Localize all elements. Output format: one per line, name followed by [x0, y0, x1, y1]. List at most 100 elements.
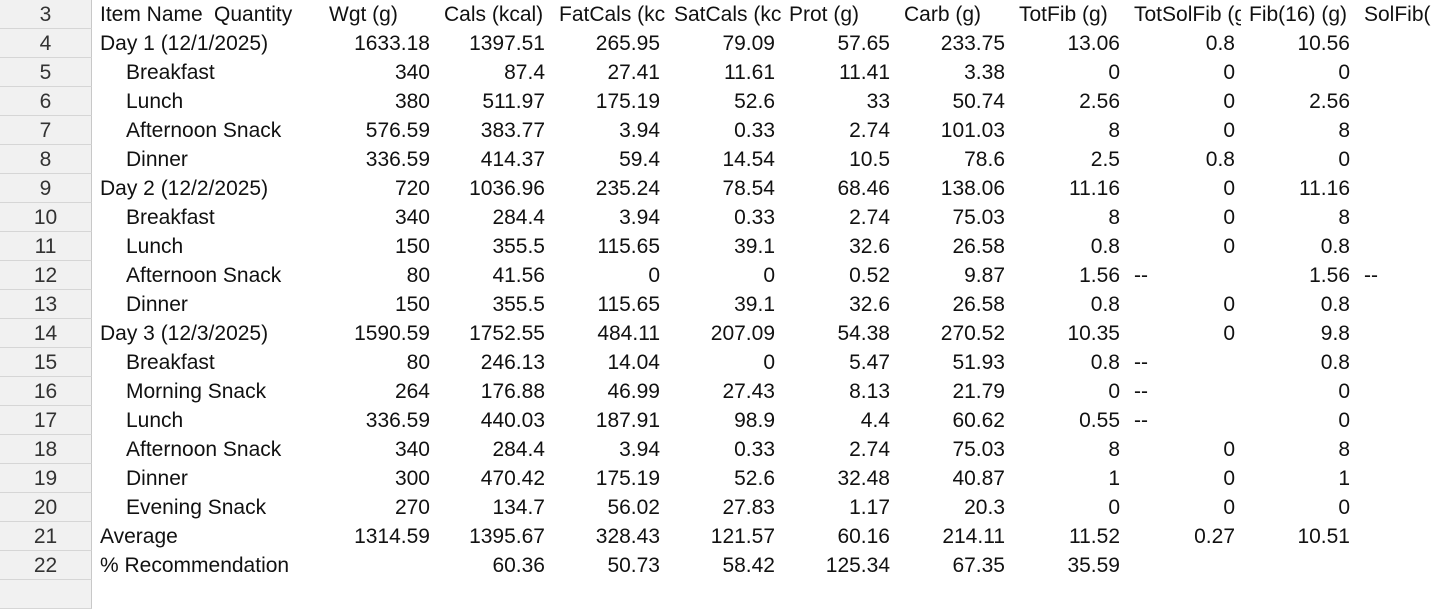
- cell-weight[interactable]: 150: [394, 293, 430, 316]
- cell-sat-calories[interactable]: 0.33: [734, 206, 775, 229]
- cell-calories[interactable]: 440.03: [480, 409, 545, 432]
- cell-sat-calories[interactable]: 0: [763, 351, 775, 374]
- cell-protein[interactable]: 32.6: [849, 293, 890, 316]
- cell-carbs[interactable]: 60.62: [952, 409, 1005, 432]
- cell-protein[interactable]: 33: [866, 90, 890, 113]
- cell-weight[interactable]: 576.59: [365, 119, 430, 142]
- cell-total-soluble-fiber[interactable]: 0: [1223, 90, 1235, 113]
- row-header[interactable]: 22: [0, 551, 92, 580]
- cell-fat-calories[interactable]: 3.94: [619, 206, 660, 229]
- cell-protein[interactable]: 125.34: [825, 554, 890, 577]
- cell-weight[interactable]: 1590.59: [354, 322, 430, 345]
- cell-total-fiber[interactable]: 0.8: [1090, 351, 1120, 374]
- cell-protein[interactable]: 2.74: [849, 119, 890, 142]
- column-header-total-soluble-fiber[interactable]: TotSolFib (g): [1134, 3, 1241, 26]
- cell-calories[interactable]: 41.56: [492, 264, 545, 287]
- cell-weight[interactable]: 270: [394, 496, 430, 519]
- cell-fat-calories[interactable]: 175.19: [595, 90, 660, 113]
- cell-calories[interactable]: 1036.96: [469, 177, 545, 200]
- cell-protein[interactable]: 2.74: [849, 206, 890, 229]
- cell-fat-calories[interactable]: 14.04: [607, 351, 660, 374]
- cell-total-soluble-fiber[interactable]: --: [1134, 409, 1148, 432]
- cell-carbs[interactable]: 3.38: [964, 61, 1005, 84]
- cell-protein[interactable]: 4.4: [860, 409, 890, 432]
- cell-protein[interactable]: 57.65: [837, 32, 890, 55]
- cell-fat-calories[interactable]: 3.94: [619, 438, 660, 461]
- column-header-soluble-fiber[interactable]: SolFib(: [1364, 3, 1431, 26]
- cell-sat-calories[interactable]: 11.61: [724, 61, 775, 84]
- cell-protein[interactable]: 54.38: [837, 322, 890, 345]
- cell-fat-calories[interactable]: 59.4: [619, 148, 660, 171]
- cell-total-fiber[interactable]: 1.56: [1079, 264, 1120, 287]
- cell-carbs[interactable]: 26.58: [952, 293, 1005, 316]
- row-header[interactable]: 16: [0, 377, 92, 406]
- cell-total-fiber[interactable]: 8: [1108, 206, 1120, 229]
- cell-total-fiber[interactable]: 2.5: [1090, 148, 1120, 171]
- cell-protein[interactable]: 2.74: [849, 438, 890, 461]
- cell-calories[interactable]: 414.37: [480, 148, 545, 171]
- row-header[interactable]: 19: [0, 464, 92, 493]
- cell-item-name[interactable]: Day 2 (12/2/2025): [100, 177, 269, 200]
- cell-total-fiber[interactable]: 0: [1108, 496, 1120, 519]
- cell-sat-calories[interactable]: 58.42: [722, 554, 775, 577]
- cell-carbs[interactable]: 21.79: [952, 380, 1005, 403]
- row-header[interactable]: 10: [0, 203, 92, 232]
- cell-total-soluble-fiber[interactable]: 0: [1223, 496, 1235, 519]
- cell-item-name[interactable]: Evening Snack: [126, 496, 267, 519]
- cell-item-name[interactable]: Dinner: [126, 148, 188, 171]
- cell-total-fiber[interactable]: 13.06: [1067, 32, 1120, 55]
- cell-carbs[interactable]: 233.75: [940, 32, 1005, 55]
- row-header[interactable]: 4: [0, 29, 92, 58]
- row-header[interactable]: 11: [0, 232, 92, 261]
- cell-carbs[interactable]: 67.35: [952, 554, 1005, 577]
- cell-protein[interactable]: 32.6: [849, 235, 890, 258]
- cell-total-fiber[interactable]: 0.8: [1090, 293, 1120, 316]
- cell-sat-calories[interactable]: 39.1: [734, 235, 775, 258]
- column-header-sat-calories[interactable]: SatCals (kcal): [674, 3, 781, 26]
- cell-fiber-16[interactable]: 9.8: [1320, 322, 1350, 345]
- cell-total-soluble-fiber[interactable]: 0.27: [1194, 525, 1235, 548]
- cell-sat-calories[interactable]: 78.54: [722, 177, 775, 200]
- column-header-quantity[interactable]: Quantity: [214, 3, 293, 26]
- row-header[interactable]: [0, 580, 92, 609]
- cell-sat-calories[interactable]: 52.6: [734, 90, 775, 113]
- cell-total-soluble-fiber[interactable]: 0: [1223, 119, 1235, 142]
- cell-fat-calories[interactable]: 50.73: [607, 554, 660, 577]
- cell-sat-calories[interactable]: 14.54: [722, 148, 775, 171]
- row-header[interactable]: 5: [0, 58, 92, 87]
- row-header[interactable]: 6: [0, 87, 92, 116]
- cell-fiber-16[interactable]: 8: [1338, 119, 1350, 142]
- cell-fat-calories[interactable]: 115.65: [597, 235, 660, 258]
- cell-total-fiber[interactable]: 11.16: [1069, 177, 1120, 200]
- cell-total-soluble-fiber[interactable]: 0: [1223, 467, 1235, 490]
- cell-total-fiber[interactable]: 0.8: [1090, 235, 1120, 258]
- cell-fiber-16[interactable]: 10.51: [1297, 525, 1350, 548]
- cell-carbs[interactable]: 20.3: [964, 496, 1005, 519]
- column-header-protein[interactable]: Prot (g): [789, 3, 860, 26]
- column-header-fiber-16[interactable]: Fib(16) (g): [1249, 3, 1348, 26]
- cell-fiber-16[interactable]: 0: [1338, 61, 1350, 84]
- cell-carbs[interactable]: 9.87: [964, 264, 1005, 287]
- cell-fiber-16[interactable]: 0.8: [1320, 235, 1350, 258]
- cell-total-soluble-fiber[interactable]: 0: [1223, 293, 1235, 316]
- cell-protein[interactable]: 1.17: [849, 496, 890, 519]
- cell-total-soluble-fiber[interactable]: 0: [1223, 235, 1235, 258]
- cell-carbs[interactable]: 40.87: [952, 467, 1005, 490]
- cell-total-soluble-fiber[interactable]: 0: [1223, 322, 1235, 345]
- cell-fat-calories[interactable]: 265.95: [595, 32, 660, 55]
- cell-weight[interactable]: 264: [394, 380, 430, 403]
- cell-carbs[interactable]: 214.11: [942, 525, 1005, 548]
- cell-carbs[interactable]: 270.52: [940, 322, 1005, 345]
- cell-item-name[interactable]: Lunch: [126, 235, 184, 258]
- cell-protein[interactable]: 11.41: [839, 61, 890, 84]
- cell-fiber-16[interactable]: 0.8: [1320, 351, 1350, 374]
- cell-fiber-16[interactable]: 10.56: [1297, 32, 1350, 55]
- cell-calories[interactable]: 511.97: [482, 90, 545, 113]
- cell-item-name[interactable]: Dinner: [126, 293, 188, 316]
- cell-total-fiber[interactable]: 1: [1108, 467, 1120, 490]
- cell-calories[interactable]: 87.4: [504, 61, 545, 84]
- cell-fiber-16[interactable]: 1.56: [1309, 264, 1350, 287]
- cell-sat-calories[interactable]: 27.83: [722, 496, 775, 519]
- cell-weight[interactable]: 1314.59: [354, 525, 430, 548]
- cell-sat-calories[interactable]: 52.6: [734, 467, 775, 490]
